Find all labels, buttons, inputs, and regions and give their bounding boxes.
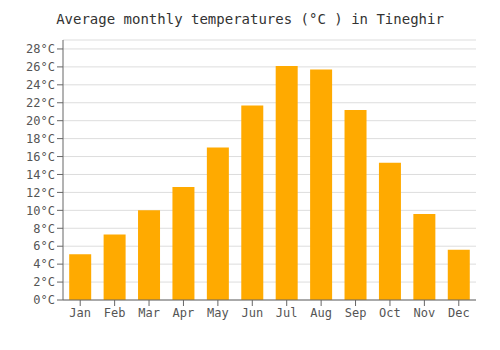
svg-text:Nov: Nov [414, 306, 436, 320]
svg-text:10°C: 10°C [26, 204, 55, 218]
html-text:Average monthly temperatures (: Average monthly temperatures (°C ) in Ti… [56, 11, 444, 27]
svg-text:22°C: 22°C [26, 96, 55, 110]
svg-text:May: May [207, 306, 229, 320]
svg-text:Sep: Sep [345, 306, 367, 320]
svg-text:26°C: 26°C [26, 60, 55, 74]
svg-text:Jan: Jan [69, 306, 91, 320]
svg-text:18°C: 18°C [26, 132, 55, 146]
svg-text:12°C: 12°C [26, 186, 55, 200]
svg-text:28°C: 28°C [26, 42, 55, 56]
svg-text:Jun: Jun [241, 306, 263, 320]
svg-text:Mar: Mar [138, 306, 160, 320]
svg-text:4°C: 4°C [33, 257, 55, 271]
svg-text:Apr: Apr [173, 306, 195, 320]
svg-text:0°C: 0°C [33, 293, 55, 307]
svg-text:Oct: Oct [379, 306, 401, 320]
svg-text:Dec: Dec [448, 306, 470, 320]
svg-text:Feb: Feb [104, 306, 126, 320]
svg-text:20°C: 20°C [26, 114, 55, 128]
svg-text:Aug: Aug [310, 306, 332, 320]
svg-text:2°C: 2°C [33, 275, 55, 289]
svg-text:Jul: Jul [276, 306, 298, 320]
svg-text:8°C: 8°C [33, 222, 55, 236]
svg-text:24°C: 24°C [26, 78, 55, 92]
svg-text:16°C: 16°C [26, 150, 55, 164]
svg-text:14°C: 14°C [26, 168, 55, 182]
svg-text:6°C: 6°C [33, 239, 55, 253]
